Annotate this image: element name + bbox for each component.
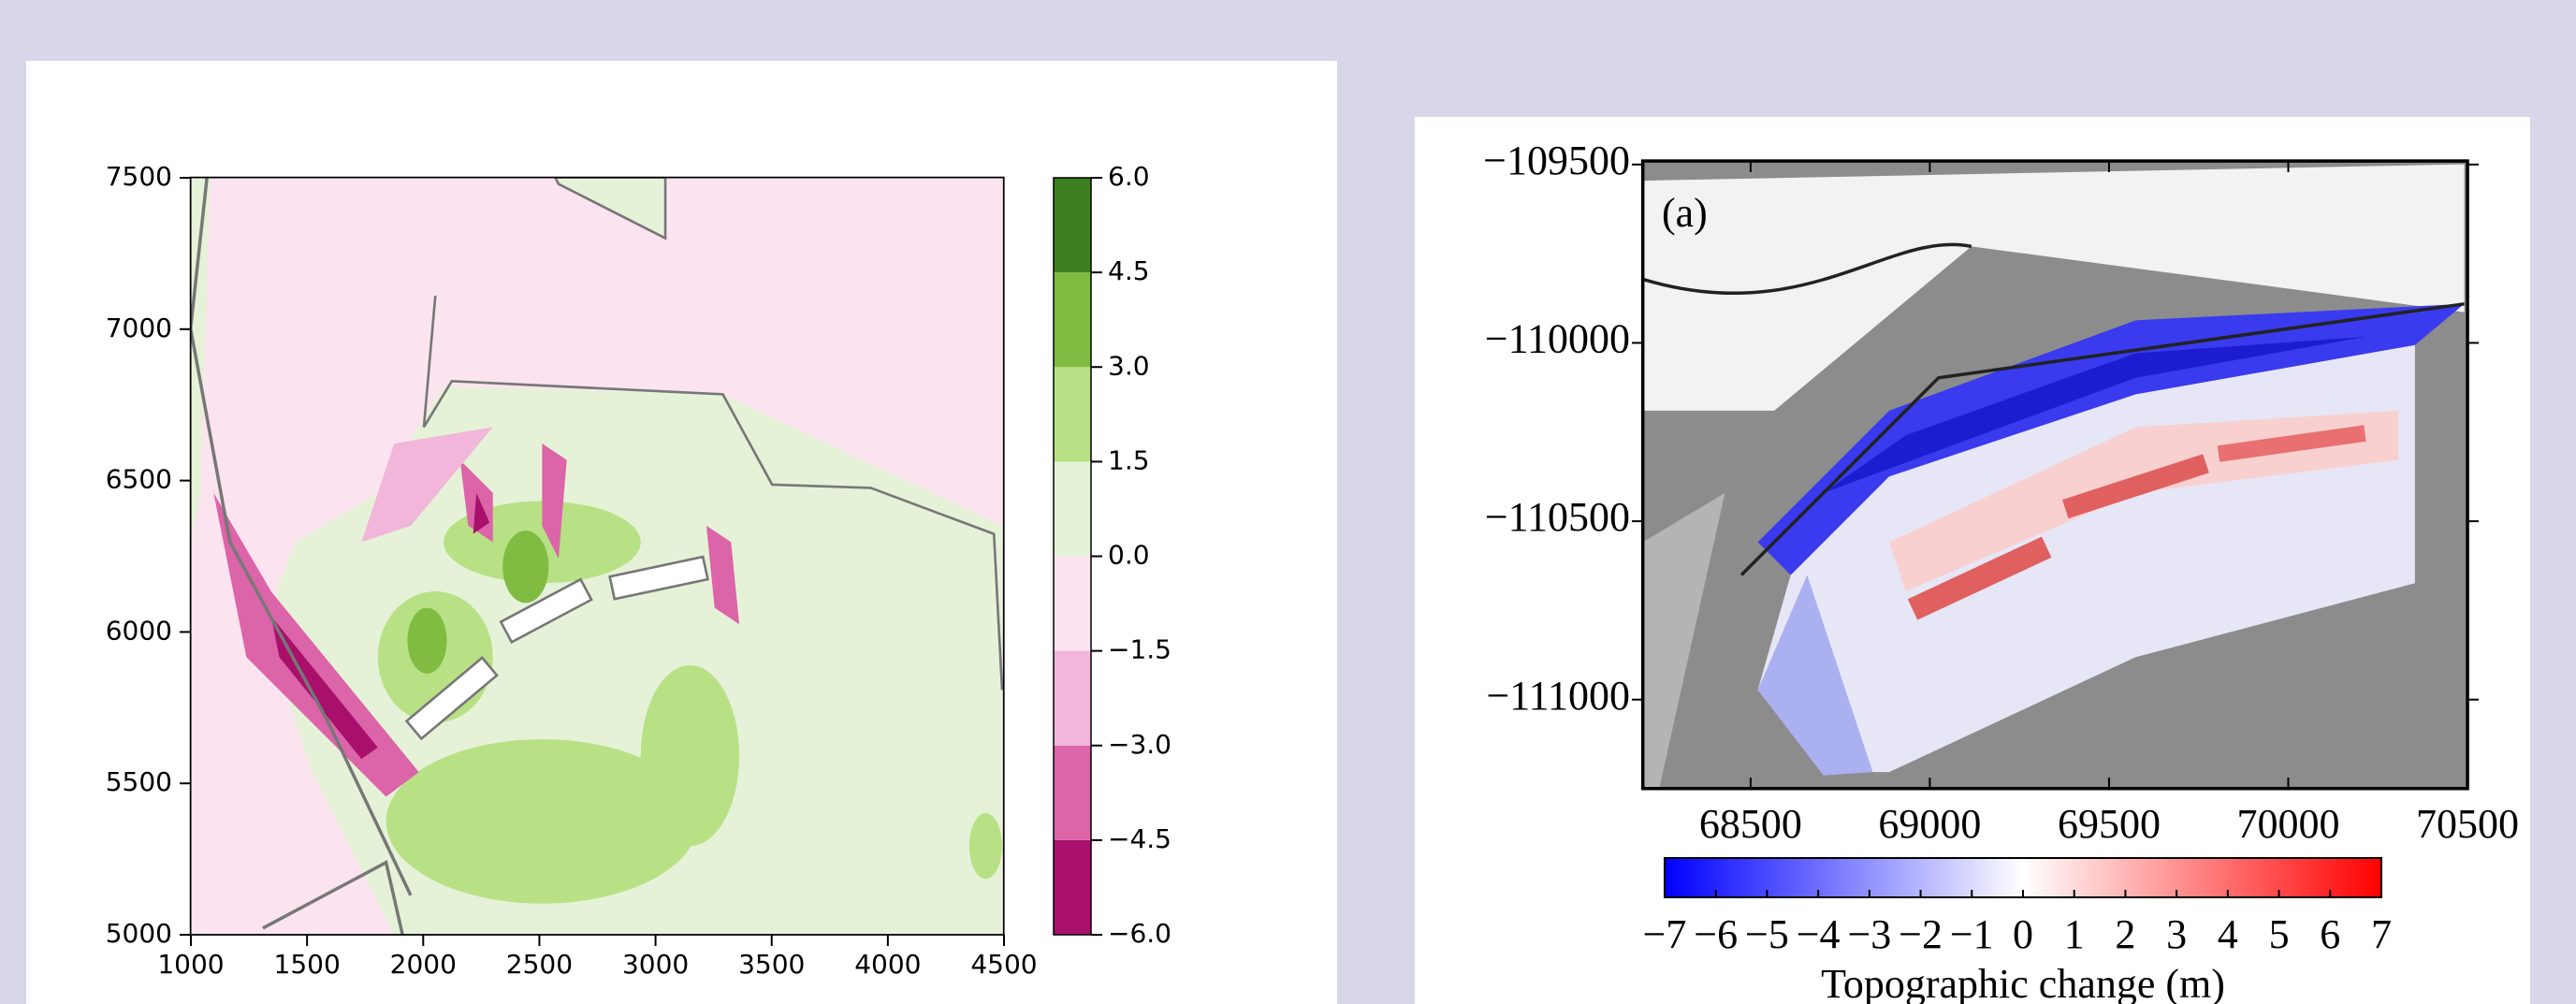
colorbar-segment <box>1054 178 1091 272</box>
colorbar-segment <box>1054 651 1091 746</box>
y-tick-label: 7500 <box>106 161 172 192</box>
colorbar-tick-label: 3 <box>2166 911 2187 957</box>
annotation: (a) <box>1662 190 1708 236</box>
colorbar-tick-label: −6.0 <box>1108 918 1172 949</box>
y-tick-label: −109500 <box>1483 138 1630 183</box>
y-tick-label: 7000 <box>106 313 172 343</box>
left-map <box>191 178 1004 935</box>
colorbar-segment <box>1054 557 1091 651</box>
y-tick-label: 5000 <box>106 918 172 949</box>
x-tick-label: 1500 <box>274 949 341 980</box>
colorbar-tick-label: 5 <box>2269 911 2290 957</box>
colorbar-label: Topographic change (m) <box>1821 961 2225 1004</box>
colorbar-tick-label: −5 <box>1745 911 1789 957</box>
x-tick-label: 4500 <box>970 949 1037 980</box>
y-tick-label: −110500 <box>1485 494 1630 540</box>
y-tick-label: 6500 <box>106 464 172 495</box>
colorbar-segment <box>1054 272 1091 367</box>
colorbar-segment <box>1054 461 1091 556</box>
x-tick-label: 69500 <box>2058 801 2161 847</box>
x-tick-label: 70500 <box>2416 801 2519 847</box>
x-tick-label: 3000 <box>622 949 689 980</box>
colorbar-segment <box>1054 840 1091 935</box>
colorbar-tick-label: 1 <box>2064 911 2085 957</box>
colorbar-tick-label: 7 <box>2371 911 2392 957</box>
right-map <box>1643 161 2467 789</box>
x-tick-label: 68500 <box>1699 801 1802 847</box>
y-tick-label: −111000 <box>1486 673 1630 719</box>
colorbar-tick-label: −1 <box>1950 911 1994 957</box>
colorbar-tick-label: 0 <box>2013 911 2033 957</box>
screen: 1000 1500 2000 2500 3000 3500 4000 4500 5000 5500… <box>0 0 2576 1004</box>
colorbar-tick-label: 2 <box>2115 911 2135 957</box>
colorbar-tick-label: 3.0 <box>1108 350 1150 381</box>
colorbar-tick-label: 4 <box>2218 911 2238 957</box>
colorbar-tick-label: −3.0 <box>1108 729 1172 760</box>
y-tick-label: 5500 <box>106 766 172 797</box>
x-tick-label: 1000 <box>157 949 224 980</box>
colorbar-tick-label: 6 <box>2320 911 2340 957</box>
x-tick-label: 70000 <box>2236 801 2339 847</box>
colorbar-tick-label: −2 <box>1899 911 1943 957</box>
y-tick-label: −110000 <box>1485 316 1630 362</box>
colorbar-tick-label: 6.0 <box>1108 161 1150 192</box>
colorbar-tick-label: −7 <box>1643 911 1687 957</box>
colorbar-segment <box>1054 746 1091 840</box>
x-tick-label: 3500 <box>738 949 805 980</box>
colorbar-tick-label: 4.5 <box>1108 255 1150 286</box>
colorbar-segment <box>1054 367 1091 461</box>
colorbar-tick-label: −1.5 <box>1108 634 1172 665</box>
colorbar-tick-label: −3 <box>1847 911 1891 957</box>
y-tick-label: 6000 <box>106 615 172 646</box>
x-tick-label: 69000 <box>1878 801 1981 847</box>
colorbar-tick-label: −4.5 <box>1108 823 1172 854</box>
colorbar-tick-label: −6 <box>1694 911 1738 957</box>
colorbar-tick-label: −4 <box>1797 911 1841 957</box>
colorbar-tick-label: 1.5 <box>1108 444 1150 475</box>
x-tick-label: 4000 <box>854 949 921 980</box>
x-tick-label: 2500 <box>506 949 573 980</box>
colorbar-tick-label: 0.0 <box>1108 540 1150 571</box>
x-tick-label: 2000 <box>390 949 457 980</box>
